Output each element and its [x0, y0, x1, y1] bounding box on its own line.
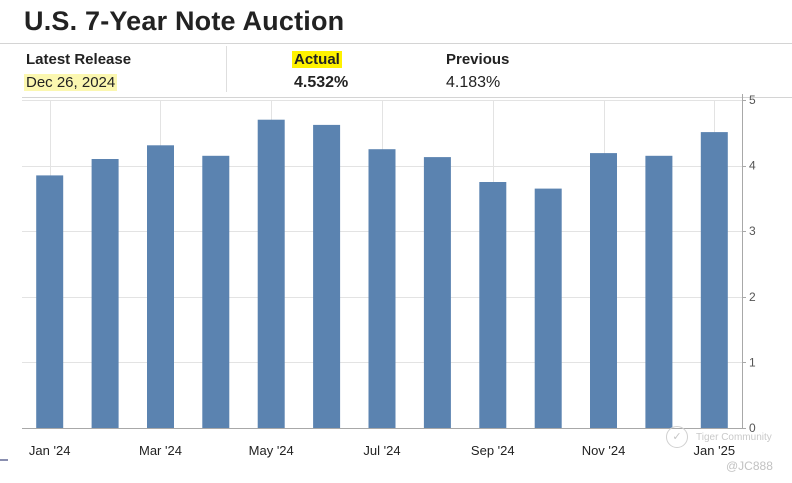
watermark-logo-icon: ✓ — [666, 426, 688, 448]
bar-jan-24 — [36, 175, 64, 428]
bar-may-24 — [257, 119, 285, 428]
latest-release-label: Latest Release — [26, 51, 132, 68]
bar-oct-24 — [534, 188, 562, 428]
title-divider — [0, 43, 792, 44]
stats-divider — [22, 97, 792, 98]
latest-release-date: Dec 26, 2024 — [24, 74, 118, 91]
x-tick-label: Jul '24 — [363, 443, 400, 458]
actual-value: 4.532% — [294, 74, 349, 91]
bar-apr-24 — [202, 155, 230, 429]
x-tick-label: Mar '24 — [139, 443, 182, 458]
stats-separator — [226, 46, 227, 92]
bar-mar-24 — [147, 145, 174, 429]
x-tick-label: Jan '24 — [29, 443, 71, 458]
bar-aug-24 — [423, 157, 451, 428]
y-tick-label: 5 — [749, 93, 756, 107]
bar-dec-24 — [645, 155, 673, 429]
page-title: U.S. 7-Year Note Auction — [24, 6, 345, 36]
corner-mark — [0, 459, 8, 461]
y-tick-label: 4 — [749, 159, 756, 173]
chart-y-ticks: 0 1 2 3 4 5 — [749, 93, 756, 435]
x-tick-label: May '24 — [249, 443, 294, 458]
chart-axes — [22, 94, 746, 429]
watermark-user: @JC888 — [726, 459, 773, 473]
bar-nov-24 — [590, 153, 617, 428]
bar-feb-24 — [91, 159, 119, 428]
watermark-community: Tiger Community — [696, 432, 772, 443]
x-tick-label: Sep '24 — [471, 443, 515, 458]
y-tick-label: 0 — [749, 421, 756, 435]
bar-jun-24 — [313, 124, 341, 429]
x-tick-label: Jan '25 — [694, 443, 736, 458]
latest-release-date-text: Dec 26, 2024 — [24, 74, 118, 91]
actual-label-text: Actual — [292, 51, 342, 68]
y-tick-label: 1 — [749, 355, 756, 369]
bar-jan-25 — [700, 132, 728, 428]
y-tick-label: 2 — [749, 290, 756, 304]
x-tick-label: Nov '24 — [582, 443, 626, 458]
actual-label: Actual — [292, 51, 342, 68]
chart-bars — [36, 119, 728, 429]
bar-jul-24 — [368, 149, 396, 428]
bar-sep-24 — [479, 182, 507, 428]
previous-label: Previous — [446, 51, 510, 68]
chart-x-ticks: Jan '24 Mar '24 May '24 Jul '24 Sep '24 Nov '… — [29, 443, 735, 458]
previous-value: 4.183% — [446, 74, 501, 91]
y-tick-label: 3 — [749, 224, 756, 238]
